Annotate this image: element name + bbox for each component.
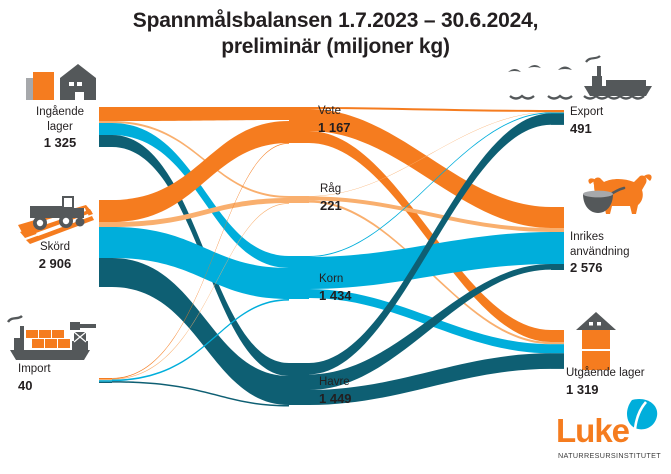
luke-leaf-icon <box>626 398 658 430</box>
node-inrikes-anvandning[interactable] <box>551 207 564 270</box>
label-inrikes-line2: användning <box>570 245 630 258</box>
value-utgaende-lager: 1 319 <box>566 381 599 397</box>
label-inrikes-line1: Inrikes <box>570 231 604 243</box>
node-utgaende-lager[interactable] <box>551 330 564 369</box>
node-export[interactable] <box>551 110 564 125</box>
label-ingaende-lager-line1: Ingående <box>36 106 84 118</box>
silo-barn-icon <box>26 64 96 100</box>
label-havre-text: Havre <box>319 376 350 388</box>
page-title-line-2: preliminär (miljoner kg) <box>221 34 450 58</box>
luke-wordmark: Luke <box>556 412 630 449</box>
flow-skord-havre <box>112 258 289 405</box>
value-export: 491 <box>570 120 592 136</box>
label-utgaende-lager: Utgående lager 1 319 <box>566 366 671 399</box>
flow-skord-korn <box>112 227 289 299</box>
value-ingaende-lager: 1 325 <box>43 135 77 151</box>
flow-korn-inrikes <box>309 232 551 289</box>
label-export-text: Export <box>570 106 604 118</box>
label-rag-text: Råg <box>320 183 342 195</box>
cow-bowl-icon <box>583 174 652 214</box>
flow-skord-rag <box>112 198 289 227</box>
value-korn: 1 434 <box>319 287 352 303</box>
label-inrikes-anvandning: Inrikes användning 2 576 <box>570 230 670 277</box>
value-import: 40 <box>18 377 33 393</box>
page-title: Spannmålsbalansen 1.7.2023 – 30.6.2024, … <box>0 8 671 59</box>
value-vete: 1 167 <box>318 119 351 135</box>
label-ingaende-lager: Ingående lager 1 325 <box>10 105 110 152</box>
node-ingaende-lager[interactable] <box>99 107 112 147</box>
flow-ingaende-korn <box>112 123 289 268</box>
label-skord: Skörd 2 906 <box>5 240 105 273</box>
node-rag[interactable] <box>289 196 309 203</box>
flow-havre-inrikes <box>309 264 551 390</box>
cargo-ship-gulls-icon <box>508 55 652 100</box>
flow-rag-inrikes <box>309 196 551 232</box>
luke-tagline: NATURRESURSINSTITUTET <box>558 451 662 460</box>
node-import[interactable] <box>99 378 112 383</box>
label-skord-text: Skörd <box>39 241 71 253</box>
flow-ingaende-vete <box>112 107 289 121</box>
flow-skord-vete <box>112 121 289 222</box>
flow-havre-utgaende <box>309 353 551 405</box>
label-korn-text: Korn <box>319 273 344 285</box>
label-vete: Vete 1 167 <box>318 104 388 137</box>
node-vete[interactable] <box>289 107 309 143</box>
label-havre: Havre 1 449 <box>319 375 389 408</box>
label-rag: Råg 221 <box>320 182 390 215</box>
label-vete-text: Vete <box>318 105 342 117</box>
value-inrikes-anvandning: 2 576 <box>570 260 603 276</box>
flow-korn-export <box>309 112 551 258</box>
value-havre: 1 449 <box>319 390 352 406</box>
flow-vete-inrikes <box>309 109 551 228</box>
silo-orange-icon <box>576 312 616 370</box>
node-havre[interactable] <box>289 363 309 405</box>
luke-logo: Luke NATURRESURSINSTITUTET <box>556 398 668 466</box>
flow-vete-utgaende <box>309 131 551 342</box>
combine-harvester-icon <box>18 196 94 244</box>
value-rag: 221 <box>320 197 342 213</box>
label-import-text: Import <box>18 363 51 375</box>
flow-vete-export <box>309 107 551 112</box>
value-skord: 2 906 <box>38 255 72 271</box>
page-title-line-1: Spannmålsbalansen 1.7.2023 – 30.6.2024, <box>132 9 539 32</box>
label-import: Import 40 <box>18 362 118 395</box>
flow-rag-export <box>309 112 551 197</box>
label-korn: Korn 1 434 <box>319 272 389 305</box>
node-skord[interactable] <box>99 200 112 287</box>
flow-havre-export <box>309 113 551 375</box>
label-export: Export 491 <box>570 105 670 138</box>
node-korn[interactable] <box>289 256 309 299</box>
cargo-ship-crane-icon <box>7 315 96 360</box>
label-utgaende-lager-text: Utgående lager <box>566 367 645 379</box>
label-ingaende-lager-line2: lager <box>47 120 73 133</box>
